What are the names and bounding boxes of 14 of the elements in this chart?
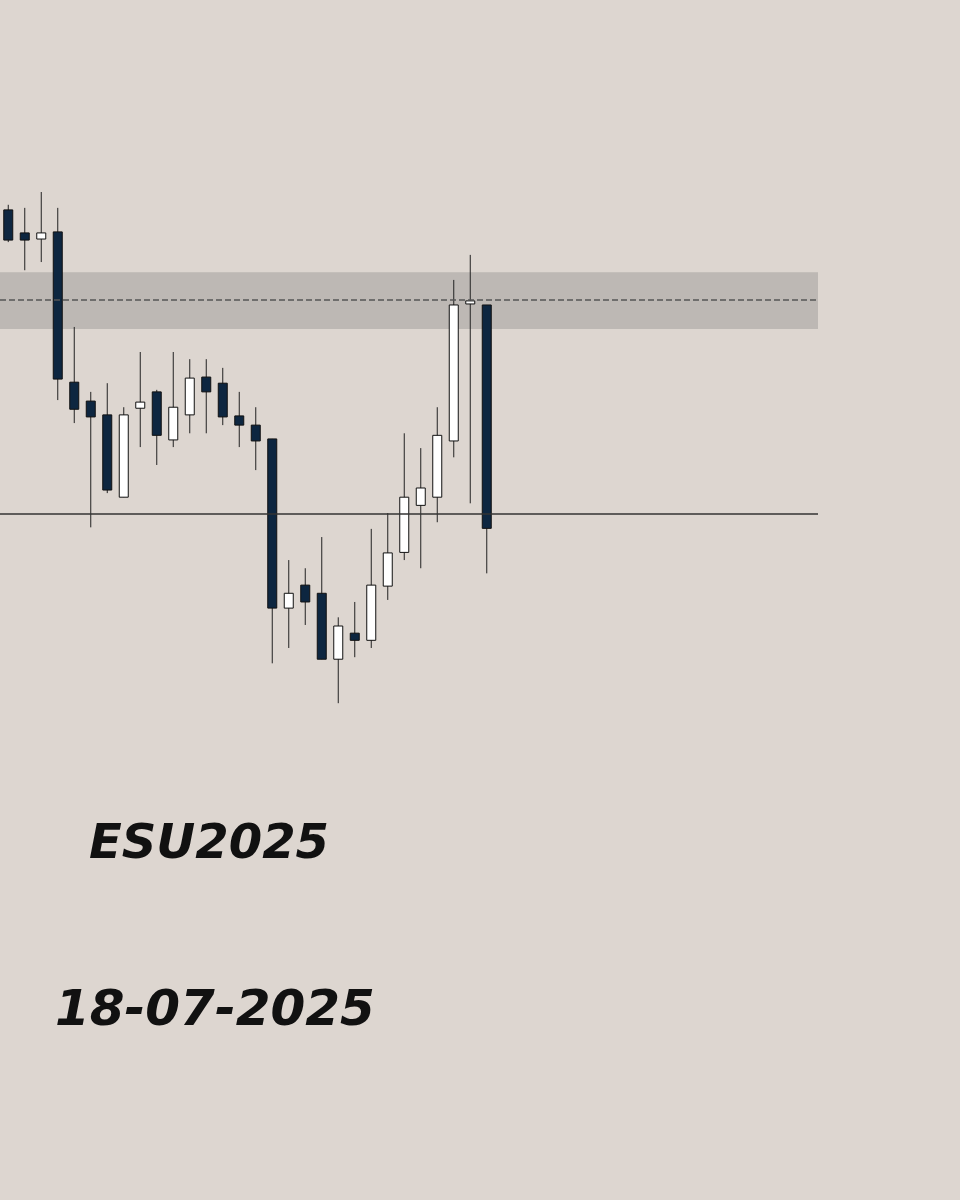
candlestick bbox=[465, 254, 476, 504]
candlestick bbox=[349, 601, 360, 658]
candlestick bbox=[300, 567, 311, 626]
candlestick bbox=[201, 358, 212, 434]
candlestick bbox=[36, 191, 47, 263]
candlestick bbox=[283, 559, 294, 649]
candlestick bbox=[19, 207, 30, 271]
candlestick bbox=[85, 391, 96, 528]
candlestick bbox=[250, 406, 261, 471]
candlestick bbox=[415, 447, 426, 569]
candlestick bbox=[234, 391, 245, 448]
text: ESU2025 bbox=[89, 813, 329, 869]
text: 18-07-2025 bbox=[55, 979, 375, 1037]
candlestick bbox=[135, 351, 146, 448]
